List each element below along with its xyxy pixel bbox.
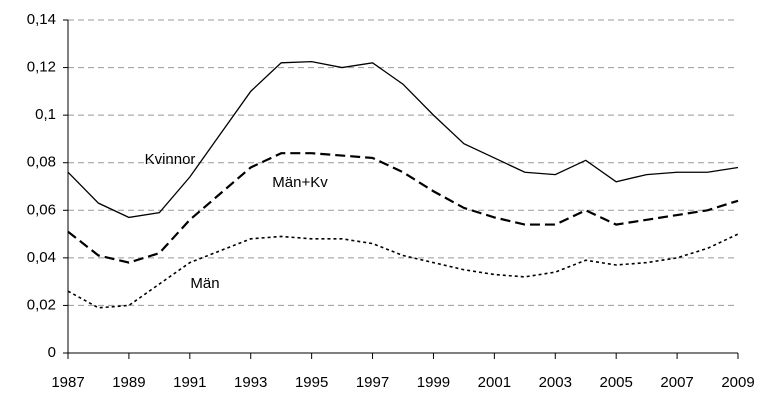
- series-label: Män+Kv: [272, 174, 328, 191]
- y-tick-label: 0,06: [27, 201, 56, 218]
- series-label: Män: [190, 275, 219, 292]
- y-tick-label: 0,12: [27, 59, 56, 76]
- y-tick-label: 0,14: [27, 11, 56, 28]
- line: [67, 152, 739, 264]
- x-tick-label: 1999: [417, 374, 450, 391]
- x-tick-label: 1993: [234, 374, 267, 391]
- x-tick-label: 1991: [173, 374, 206, 391]
- series-label: Kvinnor: [145, 151, 196, 168]
- x-tick-label: 2001: [478, 374, 511, 391]
- y-tick-label: 0,02: [27, 296, 56, 313]
- x-tick-label: 2009: [721, 374, 754, 391]
- x-tick-label: 2005: [599, 374, 632, 391]
- y-tick-label: 0,1: [35, 106, 56, 123]
- x-tick-label: 1987: [51, 374, 84, 391]
- y-tick-label: 0: [48, 344, 56, 361]
- x-tick-label: 2003: [539, 374, 572, 391]
- y-tick-label: 0,04: [27, 249, 56, 266]
- x-tick-label: 1989: [112, 374, 145, 391]
- line: [67, 233, 739, 309]
- x-tick-label: 1997: [356, 374, 389, 391]
- y-tick-label: 0,08: [27, 154, 56, 171]
- line: [67, 60, 739, 219]
- x-tick-label: 1995: [295, 374, 328, 391]
- x-tick-label: 2007: [660, 374, 693, 391]
